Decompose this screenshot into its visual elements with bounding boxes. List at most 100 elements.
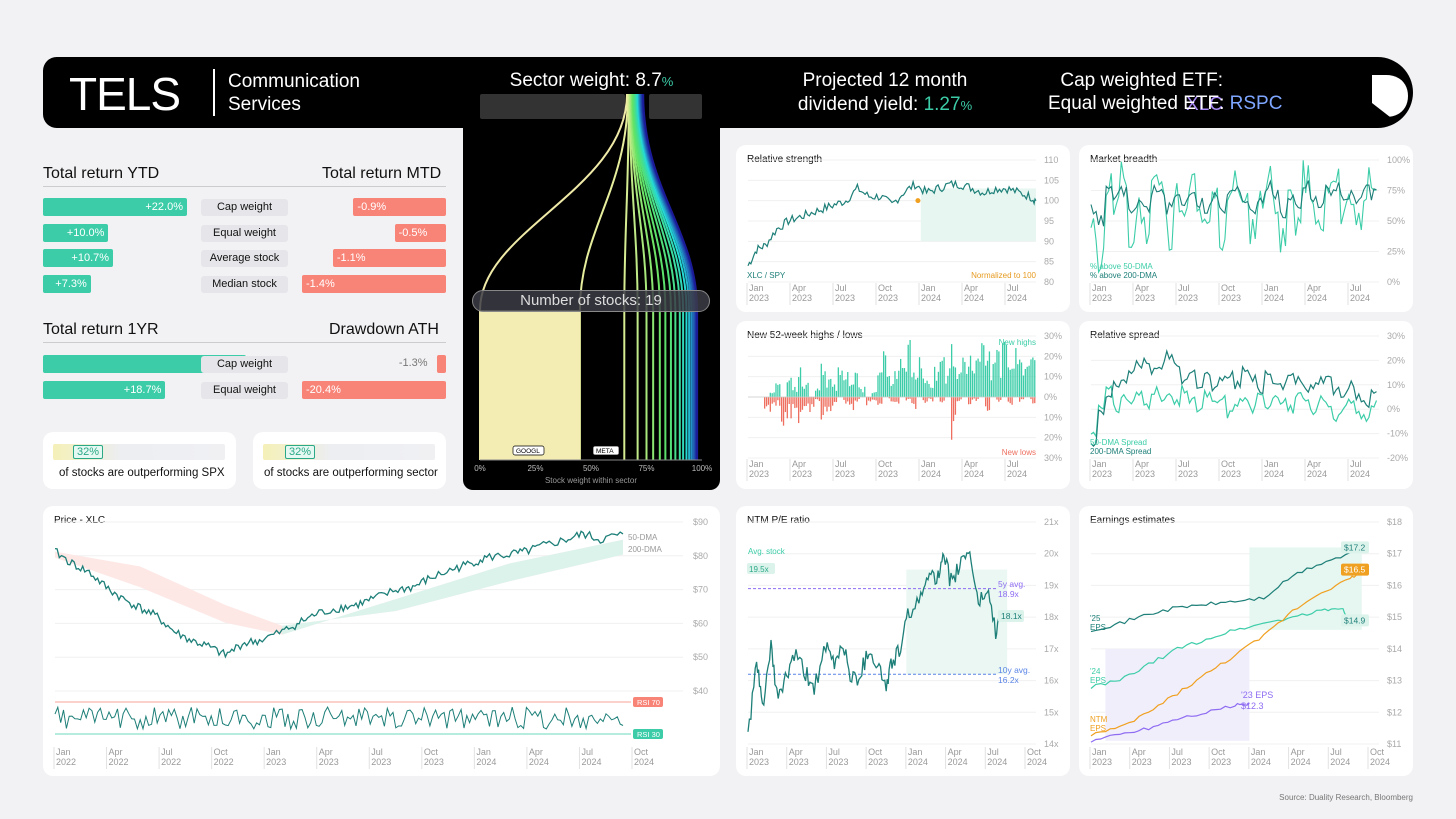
low-bar (771, 397, 773, 404)
x-tick-month: Jan (921, 283, 936, 293)
low-bar (873, 397, 875, 400)
cap-etf-value[interactable]: XLC (1186, 94, 1223, 115)
x-tick-year: 2024 (948, 757, 968, 767)
high-bar (832, 386, 834, 397)
low-bar (960, 397, 962, 400)
high-bar (792, 390, 794, 397)
low-bar (775, 397, 777, 406)
low-bar (867, 397, 870, 401)
x-tick-month: Jan (1092, 283, 1107, 293)
x-tick-month: Apr (1291, 747, 1305, 757)
annotation-value: 16.2x (998, 675, 1020, 685)
weight-bar-right (649, 94, 702, 119)
high-bar (990, 380, 992, 397)
low-bar (832, 397, 834, 406)
x-tick-month: Jul (1171, 747, 1183, 757)
x-tick-year: 2023 (1092, 469, 1112, 479)
y-tick: $16 (1387, 580, 1402, 590)
high-bar (907, 344, 909, 397)
market-breadth-card: Market breadth 100% 75% 50% 25% 0% Jan 2023 Apr… (1079, 145, 1413, 312)
low-bar (894, 397, 896, 402)
y-tick: $80 (693, 551, 708, 561)
y-tick: 0% (1044, 392, 1057, 402)
high-bar (924, 383, 926, 397)
low-bar (820, 397, 822, 420)
x-tick-year: 2024 (1264, 469, 1284, 479)
y-tick: 16x (1044, 676, 1059, 686)
negative-return-bar: -20.4% (302, 380, 446, 399)
value-label: $16.5 (1344, 565, 1366, 575)
negative-return-bar: -0.9% (353, 198, 446, 216)
y-tick: 19x (1044, 580, 1059, 590)
high-bar (1026, 366, 1028, 397)
value-badge (1341, 541, 1369, 554)
x-tick-year: 2024 (908, 757, 928, 767)
x-tick-month: Oct (868, 747, 883, 757)
low-bar (781, 397, 783, 422)
eq-etf-value[interactable]: RSPC (1229, 93, 1283, 114)
x-tick-month: Oct (424, 747, 439, 757)
value-label: $14.9 (1344, 615, 1366, 625)
new-highs-lows-card: New 52-week highs / lows 30% 20% 10% 0% 10% 2… (736, 321, 1070, 489)
high-bar (939, 361, 941, 397)
avg-stock-badge (747, 563, 775, 574)
x-tick-month: Jan (1264, 283, 1279, 293)
high-bar (892, 384, 894, 397)
x-tick-year: 2023 (878, 469, 898, 479)
x-tick-year: 2023 (749, 757, 769, 767)
fan-stream (623, 93, 630, 460)
y-tick: 110 (1044, 155, 1058, 165)
high-bar (775, 383, 777, 397)
x-tick-month: Oct (878, 283, 893, 293)
value-label: $17.2 (1344, 542, 1366, 552)
high-bar (798, 377, 800, 397)
annotation: 5y avg. (998, 579, 1025, 589)
relative-strength-card: Relative strength 110 105 100 95 90 85 80 Jan 20… (736, 145, 1070, 312)
stock-count-pill[interactable]: Number of stocks: 19 (472, 290, 710, 312)
y-tick: 30% (1044, 453, 1062, 463)
x-tick: 0% (474, 464, 486, 473)
low-bar (943, 397, 945, 401)
low-bar (796, 397, 798, 408)
y-tick: $13 (1387, 676, 1402, 686)
row-label: Average stock (201, 250, 288, 267)
annotation: 10y avg. (998, 665, 1030, 675)
high-bar (1013, 368, 1015, 397)
low-bar (799, 397, 802, 412)
row-label: Cap weight (201, 199, 288, 216)
y-tick: $14 (1387, 644, 1402, 654)
high-bar (917, 377, 919, 397)
high-bar (854, 372, 856, 397)
low-bar (911, 397, 913, 404)
low-bar (986, 397, 989, 411)
x-tick-year: 2024 (529, 757, 549, 767)
x-tick-year: 2024 (921, 293, 941, 303)
high-bar (975, 360, 977, 397)
x-tick-month: Apr (1307, 283, 1321, 293)
low-bar (818, 397, 821, 402)
low-bar (816, 397, 819, 400)
high-bar (777, 384, 779, 397)
x-tick-month: Jul (1350, 459, 1362, 469)
low-bar (1022, 397, 1025, 400)
y-tick: 30% (1387, 331, 1405, 341)
x-tick-month: Oct (1221, 459, 1236, 469)
high-bar (901, 367, 904, 397)
earnings-card: Earnings estimates $17.2 $16.5 $14.9 '23 EP… (1079, 506, 1413, 776)
x-tick-month: Apr (1307, 459, 1321, 469)
low-bar (801, 397, 804, 410)
high-bar (835, 390, 838, 397)
low-bar (924, 397, 926, 403)
high-bar (864, 386, 866, 397)
low-bar (954, 397, 957, 415)
chart-title: NTM P/E ratio (747, 515, 810, 526)
negative-return-bar: -1.1% (332, 249, 446, 267)
high-bar (841, 370, 843, 397)
y-tick: $40 (693, 686, 708, 696)
high-bar (1030, 359, 1032, 397)
marker-point (915, 198, 921, 204)
low-bar (875, 397, 877, 401)
high-bar (934, 366, 936, 397)
series-line (747, 179, 1037, 267)
breadth-line (1090, 160, 1377, 274)
